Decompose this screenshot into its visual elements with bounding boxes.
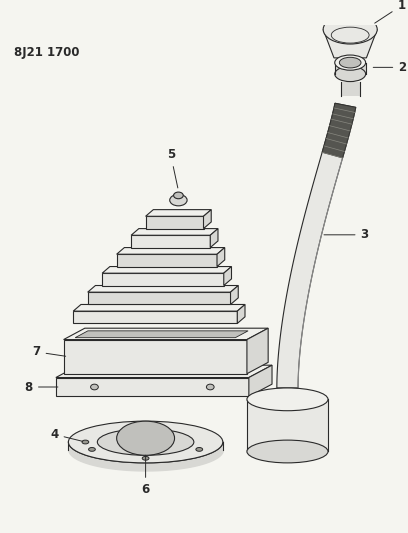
Ellipse shape (91, 384, 98, 390)
Polygon shape (88, 286, 238, 292)
Polygon shape (237, 304, 245, 324)
Ellipse shape (323, 15, 377, 44)
Text: 5: 5 (166, 148, 178, 188)
Ellipse shape (117, 421, 175, 455)
Polygon shape (73, 304, 245, 311)
Text: 8: 8 (25, 381, 58, 393)
Polygon shape (322, 103, 356, 158)
Text: 6: 6 (142, 455, 150, 496)
Polygon shape (146, 216, 204, 229)
Ellipse shape (69, 421, 223, 463)
Polygon shape (75, 331, 248, 338)
Ellipse shape (335, 55, 366, 70)
Polygon shape (217, 247, 225, 266)
Polygon shape (102, 266, 231, 273)
Polygon shape (146, 209, 211, 216)
Text: 7: 7 (33, 345, 66, 358)
Polygon shape (102, 273, 224, 286)
Ellipse shape (142, 456, 149, 460)
Text: 1: 1 (375, 0, 406, 23)
Polygon shape (56, 377, 249, 397)
Ellipse shape (196, 448, 203, 451)
Text: 2: 2 (373, 61, 406, 74)
Ellipse shape (173, 192, 183, 199)
Polygon shape (64, 340, 247, 374)
Polygon shape (131, 229, 218, 235)
Ellipse shape (89, 448, 95, 451)
Ellipse shape (206, 384, 214, 390)
Ellipse shape (98, 429, 194, 455)
Polygon shape (117, 254, 217, 266)
Ellipse shape (170, 195, 187, 206)
Polygon shape (73, 311, 237, 324)
Polygon shape (131, 235, 210, 247)
Ellipse shape (335, 67, 366, 82)
Polygon shape (224, 266, 231, 286)
Bar (335, 62, 366, 74)
Polygon shape (323, 29, 377, 58)
Polygon shape (247, 328, 268, 374)
Bar (247, 399, 328, 451)
Ellipse shape (82, 440, 89, 444)
Polygon shape (249, 365, 272, 397)
Text: 8J21 1700: 8J21 1700 (14, 45, 80, 59)
Text: 4: 4 (50, 428, 83, 441)
Polygon shape (64, 328, 268, 340)
Polygon shape (117, 247, 225, 254)
Bar (341, 82, 360, 96)
Polygon shape (231, 286, 238, 304)
Polygon shape (277, 103, 356, 388)
Text: 3: 3 (324, 228, 369, 241)
Polygon shape (88, 292, 231, 304)
Polygon shape (56, 365, 272, 377)
Polygon shape (210, 229, 218, 247)
Ellipse shape (247, 388, 328, 411)
Ellipse shape (339, 58, 361, 68)
Ellipse shape (247, 440, 328, 463)
Polygon shape (204, 209, 211, 229)
